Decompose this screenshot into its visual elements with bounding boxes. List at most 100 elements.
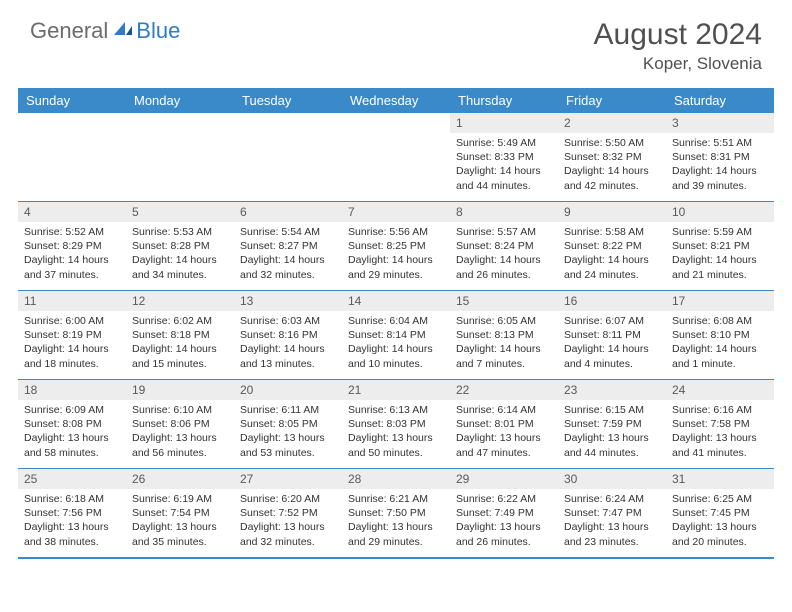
day-number: 5 <box>126 202 234 222</box>
day-body: Sunrise: 5:50 AMSunset: 8:32 PMDaylight:… <box>558 133 666 197</box>
day-cell: 8Sunrise: 5:57 AMSunset: 8:24 PMDaylight… <box>450 202 558 290</box>
daylight-text: Daylight: 14 hours and 42 minutes. <box>564 164 660 192</box>
day-cell: 2Sunrise: 5:50 AMSunset: 8:32 PMDaylight… <box>558 113 666 201</box>
day-number: 28 <box>342 469 450 489</box>
day-number: 20 <box>234 380 342 400</box>
day-number: 21 <box>342 380 450 400</box>
day-body: Sunrise: 5:54 AMSunset: 8:27 PMDaylight:… <box>234 222 342 286</box>
week-row: 18Sunrise: 6:09 AMSunset: 8:08 PMDayligh… <box>18 380 774 469</box>
sunrise-text: Sunrise: 5:58 AM <box>564 225 660 239</box>
day-body: Sunrise: 5:49 AMSunset: 8:33 PMDaylight:… <box>450 133 558 197</box>
day-cell: 9Sunrise: 5:58 AMSunset: 8:22 PMDaylight… <box>558 202 666 290</box>
sunrise-text: Sunrise: 6:13 AM <box>348 403 444 417</box>
day-cell: 20 Sunrise: 6:11 AMSunset: 8:05 PMDayligh… <box>234 380 342 468</box>
daylight-text: Daylight: 13 hours and 20 minutes. <box>672 520 768 548</box>
day-cell: 3Sunrise: 5:51 AMSunset: 8:31 PMDaylight… <box>666 113 774 201</box>
sunset-text: Sunset: 8:32 PM <box>564 150 660 164</box>
day-cell: 26Sunrise: 6:19 AMSunset: 7:54 PMDayligh… <box>126 469 234 557</box>
daylight-text: Daylight: 14 hours and 29 minutes. <box>348 253 444 281</box>
day-number: 27 <box>234 469 342 489</box>
sunset-text: Sunset: 8:03 PM <box>348 417 444 431</box>
day-number: 29 <box>450 469 558 489</box>
day-number: 18 <box>18 380 126 400</box>
day-number: 6 <box>234 202 342 222</box>
day-number: 3 <box>666 113 774 133</box>
sunrise-text: Sunrise: 6:08 AM <box>672 314 768 328</box>
sunrise-text: Sunrise: 5:51 AM <box>672 136 768 150</box>
day-header: Thursday <box>450 88 558 113</box>
daylight-text: Daylight: 14 hours and 24 minutes. <box>564 253 660 281</box>
logo: General Blue <box>30 18 180 44</box>
day-body: Sunrise: 6:16 AMSunset: 7:58 PMDaylight:… <box>666 400 774 464</box>
sunset-text: Sunset: 8:10 PM <box>672 328 768 342</box>
logo-text-general: General <box>30 18 108 44</box>
sunrise-text: Sunrise: 6:07 AM <box>564 314 660 328</box>
daylight-text: Daylight: 13 hours and 32 minutes. <box>240 520 336 548</box>
day-cell: 24Sunrise: 6:16 AMSunset: 7:58 PMDayligh… <box>666 380 774 468</box>
day-cell: 31Sunrise: 6:25 AMSunset: 7:45 PMDayligh… <box>666 469 774 557</box>
day-number: 31 <box>666 469 774 489</box>
day-cell: 13Sunrise: 6:03 AMSunset: 8:16 PMDayligh… <box>234 291 342 379</box>
daylight-text: Daylight: 13 hours and 26 minutes. <box>456 520 552 548</box>
day-cell: 5Sunrise: 5:53 AMSunset: 8:28 PMDaylight… <box>126 202 234 290</box>
sunrise-text: Sunrise: 5:50 AM <box>564 136 660 150</box>
day-cell <box>234 113 342 201</box>
daylight-text: Daylight: 14 hours and 37 minutes. <box>24 253 120 281</box>
daylight-text: Daylight: 14 hours and 39 minutes. <box>672 164 768 192</box>
day-body: Sunrise: 6:05 AMSunset: 8:13 PMDaylight:… <box>450 311 558 375</box>
day-header: Saturday <box>666 88 774 113</box>
day-body: Sunrise: 5:52 AMSunset: 8:29 PMDaylight:… <box>18 222 126 286</box>
sunrise-text: Sunrise: 6:04 AM <box>348 314 444 328</box>
week-row: 25Sunrise: 6:18 AMSunset: 7:56 PMDayligh… <box>18 469 774 559</box>
day-header: Tuesday <box>234 88 342 113</box>
day-number: 30 <box>558 469 666 489</box>
day-cell: 7Sunrise: 5:56 AMSunset: 8:25 PMDaylight… <box>342 202 450 290</box>
weeks: 1Sunrise: 5:49 AMSunset: 8:33 PMDaylight… <box>18 113 774 559</box>
day-cell: 14Sunrise: 6:04 AMSunset: 8:14 PMDayligh… <box>342 291 450 379</box>
day-body: Sunrise: 6:25 AMSunset: 7:45 PMDaylight:… <box>666 489 774 553</box>
sunset-text: Sunset: 7:50 PM <box>348 506 444 520</box>
daylight-text: Daylight: 14 hours and 26 minutes. <box>456 253 552 281</box>
day-number: 10 <box>666 202 774 222</box>
day-number: 13 <box>234 291 342 311</box>
day-body: Sunrise: 6:24 AMSunset: 7:47 PMDaylight:… <box>558 489 666 553</box>
day-number: 11 <box>18 291 126 311</box>
sunset-text: Sunset: 8:05 PM <box>240 417 336 431</box>
sunset-text: Sunset: 8:14 PM <box>348 328 444 342</box>
sunrise-text: Sunrise: 5:49 AM <box>456 136 552 150</box>
daylight-text: Daylight: 14 hours and 18 minutes. <box>24 342 120 370</box>
day-number: 4 <box>18 202 126 222</box>
day-body: Sunrise: 6:21 AMSunset: 7:50 PMDaylight:… <box>342 489 450 553</box>
title-month: August 2024 <box>594 18 762 52</box>
day-number: 9 <box>558 202 666 222</box>
calendar: Sunday Monday Tuesday Wednesday Thursday… <box>18 88 774 559</box>
day-body: Sunrise: 6:14 AMSunset: 8:01 PMDaylight:… <box>450 400 558 464</box>
sunrise-text: Sunrise: 6:02 AM <box>132 314 228 328</box>
day-header: Friday <box>558 88 666 113</box>
day-number: 25 <box>18 469 126 489</box>
sunset-text: Sunset: 8:28 PM <box>132 239 228 253</box>
day-body: Sunrise: 6:04 AMSunset: 8:14 PMDaylight:… <box>342 311 450 375</box>
sunset-text: Sunset: 7:59 PM <box>564 417 660 431</box>
day-cell: 30Sunrise: 6:24 AMSunset: 7:47 PMDayligh… <box>558 469 666 557</box>
sunset-text: Sunset: 7:45 PM <box>672 506 768 520</box>
day-cell: 27Sunrise: 6:20 AMSunset: 7:52 PMDayligh… <box>234 469 342 557</box>
day-body: Sunrise: 6:18 AMSunset: 7:56 PMDaylight:… <box>18 489 126 553</box>
sunset-text: Sunset: 8:13 PM <box>456 328 552 342</box>
sunrise-text: Sunrise: 6:11 AM <box>240 403 336 417</box>
sunrise-text: Sunrise: 6:10 AM <box>132 403 228 417</box>
day-body: Sunrise: 6:19 AMSunset: 7:54 PMDaylight:… <box>126 489 234 553</box>
daylight-text: Daylight: 13 hours and 56 minutes. <box>132 431 228 459</box>
daylight-text: Daylight: 13 hours and 23 minutes. <box>564 520 660 548</box>
sunrise-text: Sunrise: 6:25 AM <box>672 492 768 506</box>
day-body: Sunrise: 6:09 AMSunset: 8:08 PMDaylight:… <box>18 400 126 464</box>
day-body: Sunrise: 6:07 AMSunset: 8:11 PMDaylight:… <box>558 311 666 375</box>
daylight-text: Daylight: 13 hours and 50 minutes. <box>348 431 444 459</box>
day-cell: 16Sunrise: 6:07 AMSunset: 8:11 PMDayligh… <box>558 291 666 379</box>
daylight-text: Daylight: 13 hours and 53 minutes. <box>240 431 336 459</box>
daylight-text: Daylight: 13 hours and 41 minutes. <box>672 431 768 459</box>
sunrise-text: Sunrise: 6:22 AM <box>456 492 552 506</box>
day-cell: 19Sunrise: 6:10 AMSunset: 8:06 PMDayligh… <box>126 380 234 468</box>
sunset-text: Sunset: 7:47 PM <box>564 506 660 520</box>
sunset-text: Sunset: 8:25 PM <box>348 239 444 253</box>
